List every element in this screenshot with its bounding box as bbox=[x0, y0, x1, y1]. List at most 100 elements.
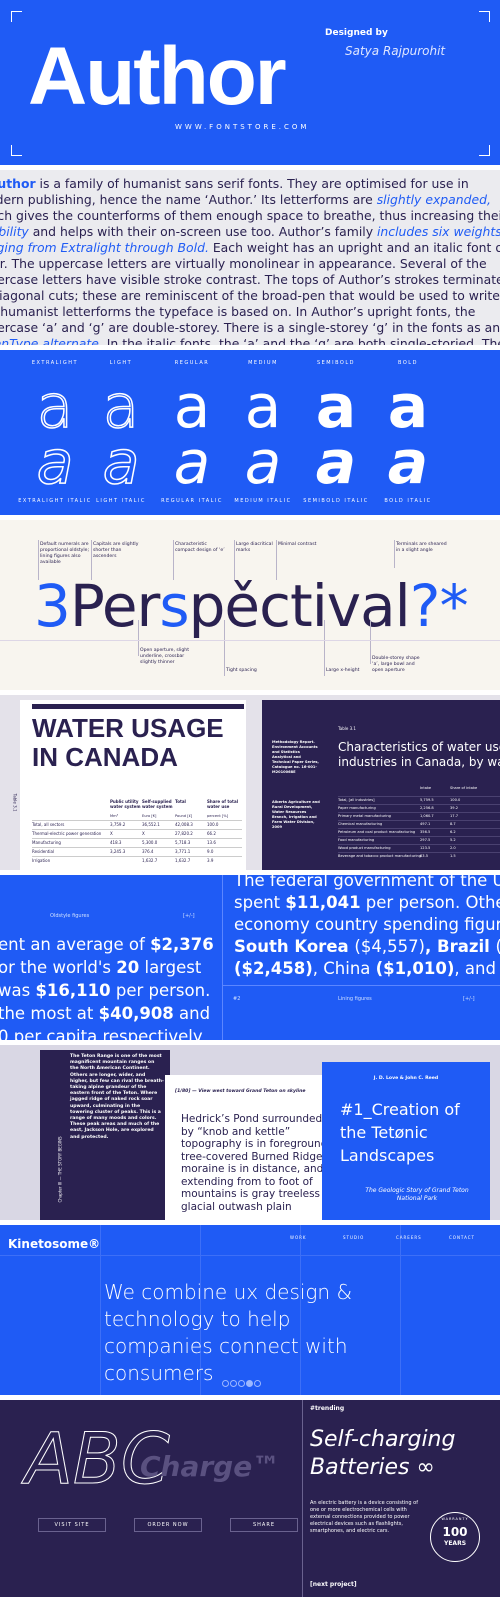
text: which gives the counterforms of them eno… bbox=[0, 208, 500, 223]
next[interactable]: [next project] bbox=[310, 1581, 357, 1588]
authors: J. D. Love & John C. Reed bbox=[373, 1076, 439, 1081]
water-title: WATER USAGE IN CANADA bbox=[32, 713, 224, 772]
col-head: Share of total water use bbox=[207, 799, 239, 809]
water: WATER USAGE IN CANADA Table 3.1 Public uti… bbox=[0, 695, 500, 870]
cell: 297.5 bbox=[420, 838, 431, 842]
figure-part: per person. Othe bbox=[360, 893, 500, 912]
figure-line: the most at $40,908 and bbox=[0, 1004, 210, 1023]
cell: 123.5 bbox=[420, 846, 431, 850]
corner-mark bbox=[479, 145, 490, 156]
cell: Food manufacturing bbox=[338, 838, 375, 842]
book-page: Chapter III — THE STORY BEGINS The Teton … bbox=[40, 1050, 170, 1220]
cell: Thermal-electric power generation bbox=[32, 831, 102, 836]
nav-item[interactable]: CONTACT bbox=[449, 1235, 475, 1240]
guide-line bbox=[234, 540, 235, 580]
glyph-italic: a bbox=[387, 428, 429, 498]
cell: Wood product manufacturing bbox=[338, 846, 391, 850]
figure-part: ($4,557) bbox=[354, 937, 425, 956]
slide-dot[interactable] bbox=[230, 1380, 237, 1387]
row-line bbox=[338, 844, 500, 845]
cell: X bbox=[142, 831, 145, 836]
button[interactable]: VISIT SITE bbox=[38, 1518, 106, 1532]
figure-line: economy country spending figur bbox=[234, 915, 500, 934]
glyph: a bbox=[173, 372, 211, 442]
cell: X bbox=[110, 831, 113, 836]
cell: 27,820.2 bbox=[175, 831, 193, 836]
title2: Characteristics of water use in industri… bbox=[338, 740, 500, 769]
cell: Manufacturing bbox=[32, 840, 61, 845]
button[interactable]: ORDER NOW bbox=[134, 1518, 202, 1532]
slide-dot[interactable] bbox=[254, 1380, 261, 1387]
specimen-part: s bbox=[159, 572, 189, 640]
figure-part: ($1,010) bbox=[375, 959, 455, 978]
text: and helps with their on-screen use too. … bbox=[28, 224, 377, 239]
slide-dot[interactable] bbox=[246, 1380, 253, 1387]
highlight: Author bbox=[0, 176, 36, 191]
cell: 3,759.2 bbox=[110, 822, 126, 827]
cell: 39.2 bbox=[450, 806, 459, 810]
cell: 5,300.0 bbox=[142, 840, 158, 845]
kinetosome: Kinetosome® WORK STUDIO CAREERS CONTACT We co… bbox=[0, 1225, 500, 1395]
figure-part: ($2 bbox=[496, 937, 500, 956]
specimen-part: ?* bbox=[409, 572, 469, 640]
nav-item[interactable]: WORK bbox=[290, 1235, 307, 1240]
glyph: a bbox=[315, 372, 357, 442]
row-line bbox=[32, 856, 242, 857]
cell: 2,256.8 bbox=[420, 806, 434, 810]
nav-item[interactable]: STUDIO bbox=[343, 1235, 365, 1240]
slide-dot[interactable] bbox=[238, 1380, 245, 1387]
figure-part: ($2,458) bbox=[234, 959, 313, 978]
headline: #1_Creation of the Tetønic Landscapes bbox=[340, 1100, 460, 1165]
designed-by: Designed by bbox=[325, 28, 388, 38]
guide-line bbox=[324, 620, 325, 676]
figure-line: ($2,458), China ($1,010), and In bbox=[234, 959, 500, 978]
figure-line: ent an average of $2,376 bbox=[0, 935, 214, 954]
panel: WATER USAGE IN CANADA Table 3.1 Public uti… bbox=[12, 700, 246, 870]
figure-line: 0 per capita respectively bbox=[0, 1027, 203, 1040]
weight-label: REGULAR ITALIC bbox=[161, 498, 223, 504]
badge-ring: WARRANTY bbox=[441, 1517, 469, 1521]
col-unit: Mm³ bbox=[110, 814, 119, 818]
col-head: Public utility water system bbox=[110, 799, 141, 809]
grid-line bbox=[200, 1225, 201, 1395]
row-line bbox=[32, 829, 242, 830]
weight-label: REGULAR bbox=[174, 360, 210, 366]
tag: #trending bbox=[310, 1405, 345, 1412]
button[interactable]: SHARE bbox=[230, 1518, 298, 1532]
annotation: Characteristic compact design of ‘e’ bbox=[175, 542, 225, 553]
paragraph: ¶ Author is a family of humanist sans se… bbox=[0, 176, 500, 345]
annotation: Large x-height bbox=[326, 668, 360, 673]
cell: 356.5 bbox=[420, 830, 431, 834]
glyph-italic: a bbox=[244, 428, 282, 498]
grid-line bbox=[300, 1225, 301, 1395]
guide-line bbox=[173, 540, 174, 580]
headline: Self-charging Batteries ∞ bbox=[310, 1427, 456, 1480]
highlight: legibility bbox=[0, 224, 29, 239]
row-line bbox=[338, 796, 500, 797]
figure-part: , China bbox=[312, 959, 376, 978]
highlight: slightly expanded, bbox=[376, 192, 491, 207]
number: #2 bbox=[233, 996, 241, 1002]
slide-dot[interactable] bbox=[222, 1380, 229, 1387]
toggle: [+/-] bbox=[463, 996, 475, 1002]
cell: 1,632.7 bbox=[175, 858, 191, 863]
row-line bbox=[338, 804, 500, 805]
teton: Chapter III — THE STORY BEGINS The Teton … bbox=[0, 1045, 500, 1220]
text: In the italic fonts, the ‘a’ and the ‘g’… bbox=[106, 336, 500, 345]
cell: 497.1 bbox=[420, 822, 431, 826]
cell: 3.9 bbox=[207, 858, 214, 863]
col-head: Self-supplied water system bbox=[142, 799, 173, 809]
body: The Teton Range is one of the most magni… bbox=[70, 1054, 164, 1140]
corner-mark bbox=[11, 11, 22, 22]
annotation: Tight spacing bbox=[226, 668, 257, 673]
badge: 100 YEARS WARRANTY bbox=[430, 1512, 480, 1562]
cell: 5,718.3 bbox=[175, 840, 191, 845]
col-head: Total bbox=[175, 799, 186, 804]
text: Hedrick’s Pond surrounded by “knob and k… bbox=[181, 1113, 331, 1213]
nav-item[interactable]: CAREERS bbox=[396, 1235, 422, 1240]
cell: Total, [all industries] bbox=[338, 798, 375, 802]
charge-word: Charge™ bbox=[140, 1450, 281, 1483]
toggle: [+/-] bbox=[183, 913, 195, 919]
divider bbox=[222, 985, 500, 986]
row-line bbox=[32, 847, 242, 848]
